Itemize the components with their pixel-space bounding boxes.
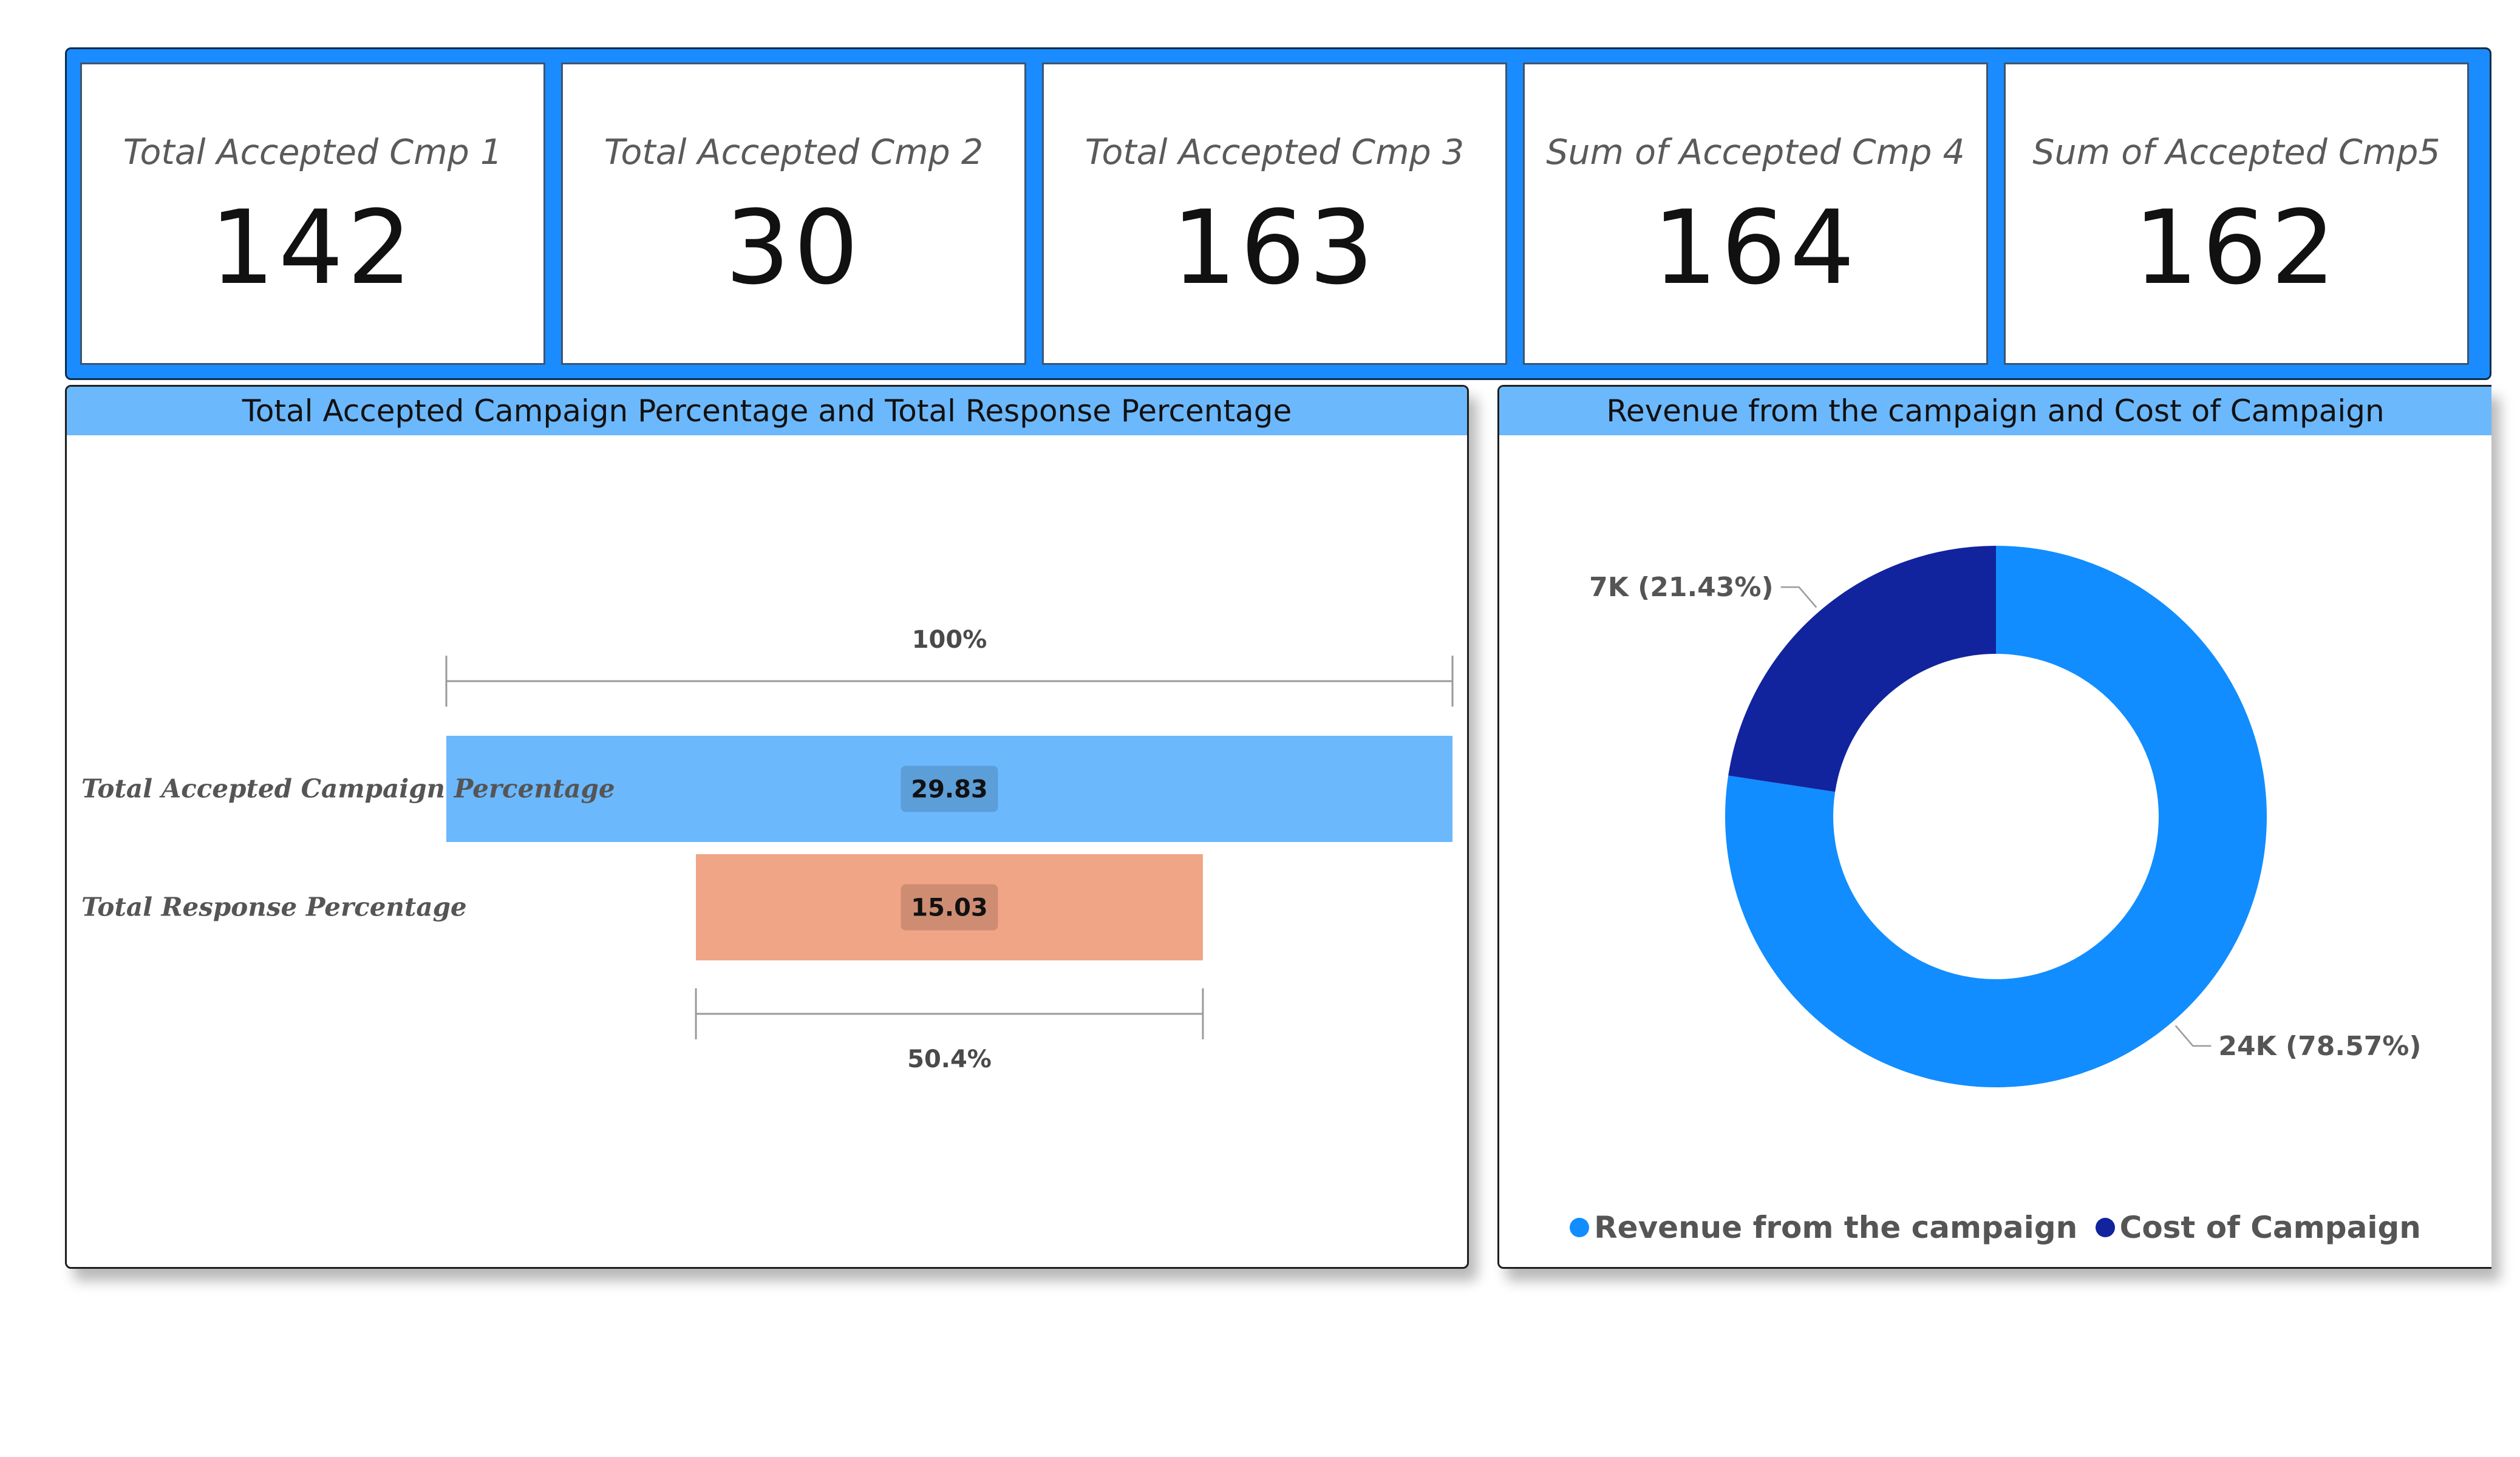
donut-data-label: 7K (21.43%) (1589, 572, 1774, 603)
funnel-bar (696, 854, 1203, 960)
funnel-value-badge (901, 884, 998, 931)
legend-item-revenue[interactable]: Revenue from the campaign (1570, 1210, 2077, 1245)
donut-chart: 24K (78.57%) 7K (21.43%) (1589, 546, 2422, 1087)
donut-slice (1725, 546, 2267, 1087)
donut-leader-line (2174, 1025, 2212, 1047)
funnel-category-label: Total Response Percentage (81, 892, 467, 922)
donut-slice (1728, 546, 1996, 792)
kpi-card-cmp4[interactable]: Sum of Accepted Cmp 4 164 (1523, 63, 1988, 365)
kpi-label: Sum of Accepted Cmp 4 (1546, 132, 1965, 172)
legend-label: Cost of Campaign (2119, 1210, 2421, 1245)
donut-chart-panel[interactable]: Revenue from the campaign and Cost of Ca… (1497, 385, 2491, 1269)
kpi-label: Total Accepted Cmp 1 (123, 132, 503, 172)
donut-chart-title: Revenue from the campaign and Cost of Ca… (1499, 387, 2491, 435)
legend-label: Revenue from the campaign (1594, 1210, 2078, 1245)
funnel-chart-title: Total Accepted Campaign Percentage and T… (67, 387, 1467, 435)
funnel-top-annotation: 100% (912, 626, 987, 654)
donut-legend: Revenue from the campaign Cost of Campai… (1499, 1210, 2491, 1245)
kpi-strip: Total Accepted Cmp 1 142 Total Accepted … (65, 47, 2491, 380)
kpi-label: Total Accepted Cmp 2 (604, 132, 984, 172)
funnel-value-badge (901, 766, 998, 812)
kpi-card-cmp1[interactable]: Total Accepted Cmp 1 142 (80, 63, 545, 365)
funnel-chart: 100% 29.83 Total Accepted Campaign Percent… (81, 626, 1454, 1073)
kpi-card-cmp2[interactable]: Total Accepted Cmp 2 30 (561, 63, 1026, 365)
funnel-data-label: 29.83 (911, 776, 988, 804)
funnel-data-label: 15.03 (911, 894, 988, 922)
funnel-category-label: Total Accepted Campaign Percentage (81, 774, 615, 804)
legend-dot-icon (1570, 1217, 1590, 1237)
kpi-value: 163 (1171, 188, 1378, 307)
kpi-value: 164 (1652, 188, 1859, 307)
kpi-label: Sum of Accepted Cmp5 (2032, 132, 2440, 172)
kpi-card-cmp3[interactable]: Total Accepted Cmp 3 163 (1042, 63, 1507, 365)
funnel-bottom-annotation: 50.4% (907, 1045, 992, 1073)
funnel-bar (446, 736, 1452, 842)
kpi-value: 162 (2133, 188, 2340, 307)
donut-leader-line (1780, 586, 1817, 608)
legend-item-cost[interactable]: Cost of Campaign (2095, 1210, 2421, 1245)
funnel-chart-panel[interactable]: Total Accepted Campaign Percentage and T… (65, 385, 1469, 1269)
kpi-card-cmp5[interactable]: Sum of Accepted Cmp5 162 (2004, 63, 2469, 365)
legend-dot-icon (2095, 1217, 2115, 1237)
kpi-value: 142 (209, 188, 416, 307)
kpi-value: 30 (725, 188, 862, 307)
donut-data-label: 24K (78.57%) (2218, 1031, 2421, 1062)
kpi-label: Total Accepted Cmp 3 (1085, 132, 1465, 172)
